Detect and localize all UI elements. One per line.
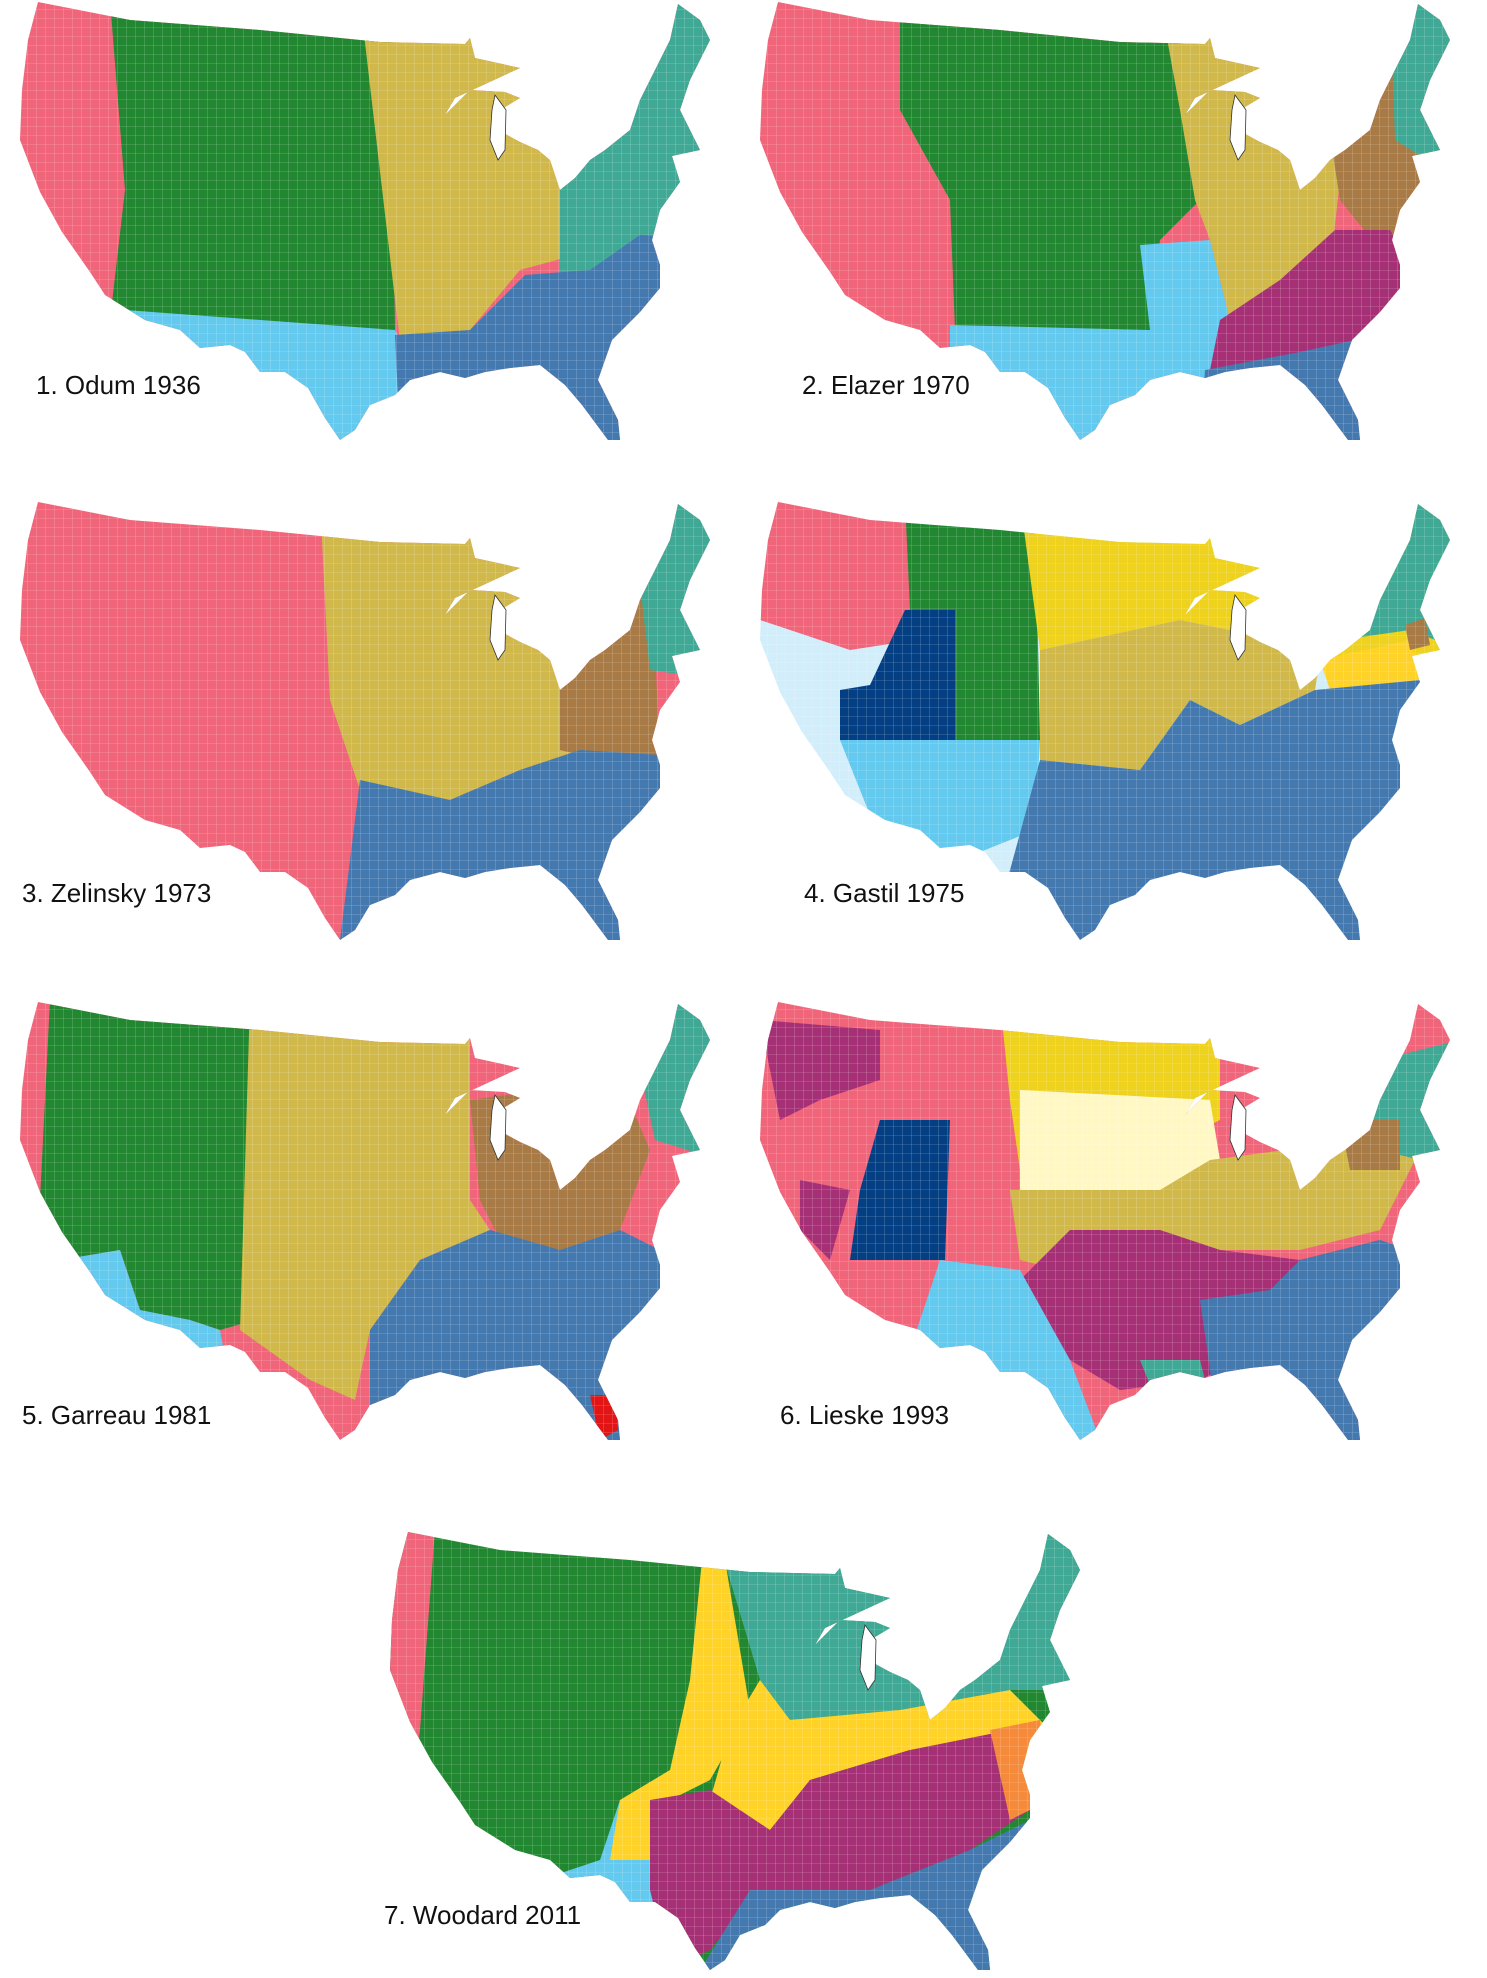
map-label: 7. Woodard 2011 (384, 1900, 582, 1930)
map-label: 5. Garreau 1981 (22, 1400, 212, 1430)
map-label: 2. Elazer 1970 (802, 370, 970, 400)
us-map-zelinsky-1973 (20, 502, 710, 940)
map-label: 1. Odum 1936 (36, 370, 201, 400)
us-map-gastil-1975 (760, 502, 1450, 940)
us-map-elazer-1970 (760, 2, 1450, 440)
us-map-woodard-2011 (390, 1532, 1080, 1970)
us-map-garreau-1981 (20, 1002, 710, 1440)
map-label: 4. Gastil 1975 (804, 878, 965, 908)
map-panel-zelinsky-1973: 3. Zelinsky 1973 (0, 500, 720, 960)
map-label: 3. Zelinsky 1973 (22, 878, 212, 908)
us-map-odum-1936 (20, 2, 710, 440)
map-panel-lieske-1993: 6. Lieske 1993 (740, 1000, 1460, 1460)
map-panel-garreau-1981: 5. Garreau 1981 (0, 1000, 720, 1460)
map-panel-gastil-1975: 4. Gastil 1975 (740, 500, 1460, 960)
map-panel-woodard-2011: 7. Woodard 2011 (370, 1490, 1090, 1970)
map-label: 6. Lieske 1993 (780, 1400, 950, 1430)
us-map-lieske-1993 (760, 1002, 1450, 1440)
map-panel-elazer-1970: 2. Elazer 1970 (740, 0, 1460, 460)
map-panel-odum-1936: 1. Odum 1936 (0, 0, 720, 460)
